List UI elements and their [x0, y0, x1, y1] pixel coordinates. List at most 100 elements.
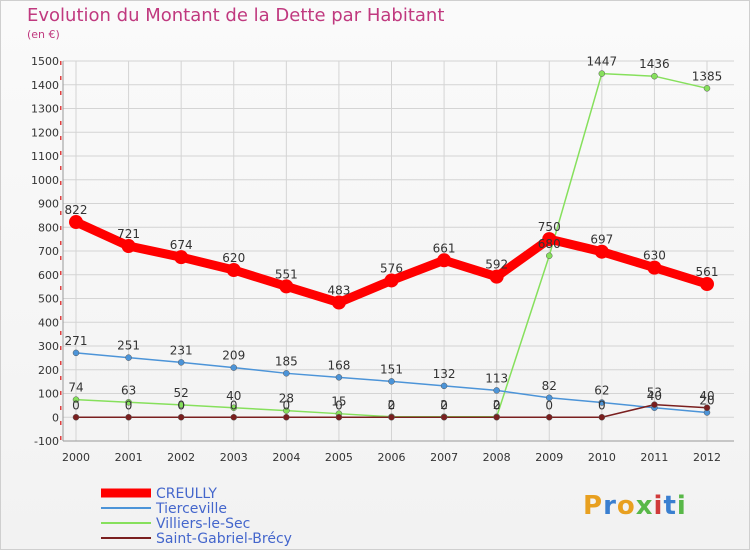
y-tick-label: 500: [38, 293, 59, 306]
axis-tick-mark: [60, 256, 62, 260]
data-label-saint-gabriel-br-cy: 0: [230, 398, 238, 412]
data-label-tierceville: 40: [647, 389, 662, 403]
point-tierceville: [125, 354, 132, 361]
data-label-saint-gabriel-br-cy: 0: [598, 398, 606, 412]
logo-letter: r: [603, 491, 617, 521]
data-label-villiers-le-sec: 74: [68, 381, 83, 395]
axis-tick-mark: [60, 151, 62, 155]
point-saint-gabriel-br-cy: [440, 414, 448, 421]
axis-tick-mark: [60, 196, 62, 200]
point-villiers-le-sec: [72, 396, 80, 403]
point-creully: [437, 253, 452, 268]
point-saint-gabriel-br-cy: [177, 414, 185, 421]
data-label-villiers-le-sec: 1385: [692, 69, 723, 83]
data-label-tierceville: 132: [433, 367, 456, 381]
axis-tick-mark: [60, 331, 62, 335]
axis-tick-mark: [60, 166, 62, 170]
legend-label-villiers-le-sec: Villiers-le-Sec: [156, 516, 250, 532]
axis-tick-mark: [60, 406, 62, 410]
point-saint-gabriel-br-cy: [283, 414, 290, 421]
point-saint-gabriel-br-cy: [598, 414, 606, 421]
point-saint-gabriel-br-cy: [651, 401, 658, 408]
axis-tick-mark: [60, 61, 62, 65]
logo-letter: t: [663, 491, 677, 521]
y-tick-label: 800: [38, 221, 59, 234]
y-tick-label: 700: [38, 245, 59, 258]
chart-subtitle: (en €): [27, 28, 60, 41]
point-villiers-le-sec: [283, 407, 290, 414]
x-tick-label: 2005: [325, 451, 353, 464]
data-label-saint-gabriel-br-cy: 0: [335, 398, 343, 412]
point-saint-gabriel-br-cy: [125, 414, 132, 421]
point-tierceville: [177, 359, 185, 366]
data-label-tierceville: 231: [170, 343, 193, 357]
point-tierceville: [335, 374, 343, 381]
axis-tick-mark: [60, 181, 62, 185]
data-label-creully: 674: [170, 238, 193, 252]
x-tick-label: 2004: [272, 451, 300, 464]
data-label-villiers-le-sec: 2: [388, 398, 396, 412]
x-tick-label: 2012: [693, 451, 721, 464]
y-tick-label: 300: [38, 340, 59, 353]
x-tick-label: 2009: [535, 451, 563, 464]
data-label-tierceville: 62: [594, 384, 609, 398]
series-points: [69, 70, 714, 421]
axis-tick-mark: [60, 346, 62, 350]
point-villiers-le-sec: [546, 252, 553, 259]
y-tick-label: 1500: [31, 55, 59, 68]
data-label-tierceville: 113: [485, 371, 508, 385]
data-label-saint-gabriel-br-cy: 0: [283, 398, 291, 412]
data-label-saint-gabriel-br-cy: 0: [493, 398, 501, 412]
y-tick-label: 400: [38, 316, 59, 329]
point-creully: [226, 263, 241, 277]
point-villiers-le-sec: [177, 401, 185, 409]
point-creully: [279, 279, 294, 294]
data-label-villiers-le-sec: 40: [226, 389, 241, 403]
data-label-saint-gabriel-br-cy: 40: [699, 389, 714, 403]
point-saint-gabriel-br-cy: [493, 414, 500, 421]
y-tick-label: 900: [38, 198, 59, 211]
data-label-villiers-le-sec: 680: [538, 237, 561, 251]
legend-label-creully: CREULLY: [156, 486, 217, 502]
data-label-creully: 620: [222, 251, 245, 265]
y-tick-label: 1300: [31, 103, 59, 116]
point-tierceville: [388, 378, 395, 385]
axis-tick-mark: [60, 286, 62, 290]
axis-tick-mark: [60, 436, 62, 440]
point-creully: [384, 273, 399, 288]
point-saint-gabriel-br-cy: [72, 414, 80, 421]
axis-tick-mark: [60, 76, 62, 80]
data-label-saint-gabriel-br-cy: 0: [440, 398, 448, 412]
axis-tick-mark: [60, 106, 62, 110]
point-saint-gabriel-br-cy: [546, 414, 553, 421]
y-tick-label: 1400: [31, 79, 59, 92]
axis-tick-mark: [60, 376, 62, 380]
y-tick-label: 1200: [31, 126, 59, 139]
logo-letter: x: [635, 491, 654, 521]
point-villiers-le-sec: [598, 70, 606, 77]
data-label-creully: 576: [380, 261, 403, 275]
data-labels: 74 63 52 40 28 15 2 2 2 680 1447 1436 1385 271 251 231 2…: [65, 55, 723, 413]
data-label-creully: 592: [485, 258, 508, 272]
y-tick-label: -100: [34, 435, 59, 448]
axis-tick-mark: [60, 211, 62, 215]
axis-tick-mark: [60, 226, 62, 230]
point-tierceville: [440, 382, 448, 390]
x-tick-label: 2008: [483, 451, 511, 464]
x-tick-label: 2000: [62, 451, 90, 464]
point-creully: [69, 215, 83, 230]
data-label-villiers-le-sec: 2: [493, 398, 501, 412]
chart-title: Evolution du Montant de la Dette par Hab…: [27, 5, 445, 26]
point-saint-gabriel-br-cy: [388, 414, 395, 421]
axis-tick-mark: [60, 241, 62, 245]
data-label-creully: 483: [327, 284, 350, 298]
legend-label-tierceville: Tierceville: [155, 501, 227, 517]
data-label-tierceville: 20: [699, 394, 714, 408]
point-creully: [489, 269, 504, 284]
data-label-tierceville: 271: [65, 334, 88, 348]
data-label-tierceville: 251: [117, 339, 140, 353]
data-label-tierceville: 151: [380, 362, 403, 376]
data-label-villiers-le-sec: 2: [440, 398, 448, 412]
data-label-saint-gabriel-br-cy: 0: [177, 398, 185, 412]
